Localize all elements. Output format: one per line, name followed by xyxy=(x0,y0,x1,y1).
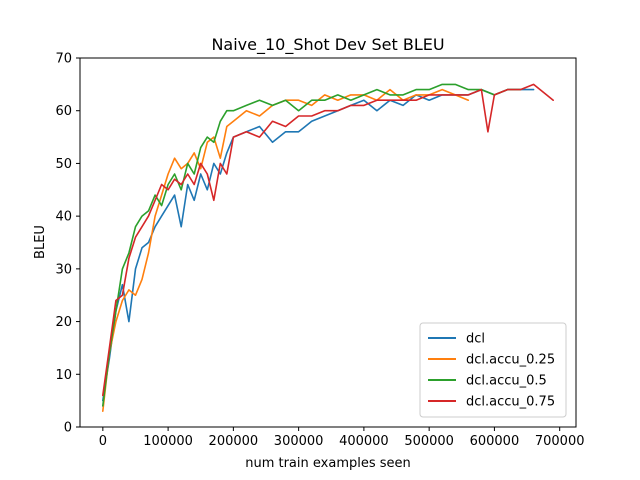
series-line-2 xyxy=(102,83,522,407)
y-tick-label: 60 xyxy=(55,104,72,119)
legend-label-0: dcl xyxy=(466,332,485,347)
legend-label-2: dcl.accu_0.5 xyxy=(466,374,547,389)
x-tick-label: 400000 xyxy=(339,434,389,449)
y-axis: 0 10 20 30 40 50 60 70 xyxy=(55,52,80,436)
y-tick-label: 10 xyxy=(55,368,72,383)
series-line-0 xyxy=(102,88,535,402)
y-tick-label: 50 xyxy=(55,157,72,172)
y-tick-label: 20 xyxy=(55,315,72,330)
x-tick-label: 600000 xyxy=(470,434,520,449)
x-tick-label: 700000 xyxy=(535,434,585,449)
y-tick-label: 30 xyxy=(55,262,72,277)
legend-box xyxy=(419,322,567,418)
legend-label-3: dcl.accu_0.75 xyxy=(466,395,555,410)
x-tick-label: 300000 xyxy=(274,434,324,449)
series-layer xyxy=(102,83,555,413)
x-tick-label: 0 xyxy=(99,434,107,449)
chart-title: Naive_10_Shot Dev Set BLEU xyxy=(211,35,444,55)
x-tick-label: 200000 xyxy=(209,434,259,449)
x-axis: 0 100000 200000 300000 400000 500000 600000 700… xyxy=(99,427,585,449)
legend-label-1: dcl.accu_0.25 xyxy=(466,353,555,368)
y-axis-label: BLEU xyxy=(33,225,48,259)
x-axis-label: num train examples seen xyxy=(245,456,411,471)
plot-frame xyxy=(79,57,577,428)
series-line-3 xyxy=(102,83,555,397)
y-tick-label: 0 xyxy=(64,421,72,436)
y-tick-label: 40 xyxy=(55,210,72,225)
legend: dcl dcl.accu_0.25 dcl.accu_0.5 dcl.accu_0.7… xyxy=(419,322,567,418)
x-tick-label: 500000 xyxy=(404,434,454,449)
y-tick-label: 70 xyxy=(55,52,72,67)
x-tick-label: 100000 xyxy=(143,434,193,449)
